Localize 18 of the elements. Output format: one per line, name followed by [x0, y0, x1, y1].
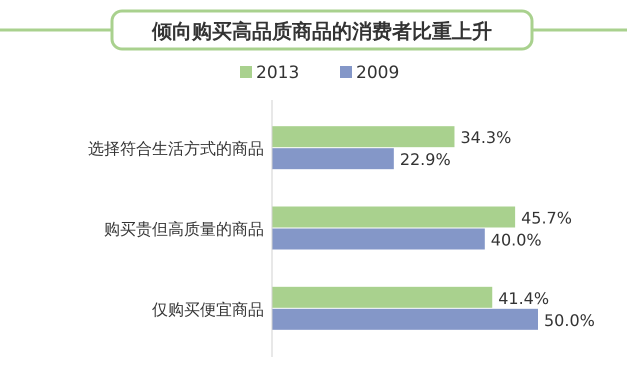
- y-tick-label: 选择符合生活方式的商品: [88, 139, 264, 158]
- y-tick-label: 购买贵但高质量的商品: [104, 220, 264, 238]
- bar: [272, 126, 454, 148]
- data-label: 40.0%: [490, 230, 542, 250]
- bar: [272, 286, 492, 308]
- legend-label: 2013: [256, 63, 300, 83]
- bar: [272, 228, 485, 250]
- data-label: 41.4%: [498, 288, 550, 308]
- chart-title: 倾向购买高品质商品的消费者比重上升: [151, 19, 492, 43]
- y-tick-label: 仅购买便宜商品: [152, 300, 264, 319]
- bar: [272, 308, 538, 330]
- data-label: 50.0%: [544, 310, 595, 330]
- legend-label: 2009: [356, 63, 400, 83]
- data-label: 45.7%: [521, 208, 572, 228]
- bar: [272, 148, 394, 170]
- data-label: 34.3%: [460, 128, 512, 148]
- bar: [272, 206, 516, 228]
- data-label: 22.9%: [400, 150, 451, 170]
